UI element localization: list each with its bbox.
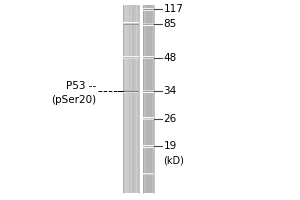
Bar [122, 5, 123, 193]
Bar [142, 118, 154, 119]
Text: 26: 26 [164, 114, 177, 124]
Bar [142, 145, 154, 146]
Bar [123, 5, 124, 193]
Bar [142, 174, 154, 175]
Bar [142, 119, 154, 120]
Bar [122, 22, 139, 23]
Bar [136, 5, 137, 193]
Bar [133, 5, 134, 193]
Bar [132, 5, 133, 193]
Bar [142, 92, 154, 93]
Bar [142, 58, 154, 59]
Bar [126, 5, 127, 193]
Bar [138, 5, 139, 193]
Bar [130, 5, 131, 193]
Bar [142, 23, 154, 24]
Bar [122, 90, 139, 91]
Bar [122, 23, 139, 24]
Text: 117: 117 [164, 4, 183, 14]
Bar [142, 56, 154, 57]
Bar [122, 56, 139, 57]
Text: 48: 48 [164, 53, 177, 63]
Text: (kD): (kD) [164, 155, 184, 165]
Bar [142, 90, 154, 91]
Bar [142, 10, 154, 11]
Bar [124, 5, 125, 193]
Bar [129, 5, 130, 193]
Text: 34: 34 [164, 86, 177, 96]
Bar [142, 25, 154, 26]
Bar [134, 5, 135, 193]
Bar [142, 91, 154, 92]
Bar [122, 57, 139, 58]
Text: 85: 85 [164, 19, 177, 29]
Bar [131, 5, 132, 193]
Text: P53 --: P53 -- [66, 81, 97, 91]
Bar [135, 5, 136, 193]
Bar [137, 5, 138, 193]
Bar [142, 57, 154, 58]
Text: 19: 19 [164, 141, 177, 151]
Bar [122, 24, 139, 25]
Bar [142, 173, 154, 174]
Bar [142, 117, 154, 118]
Bar [142, 9, 154, 10]
Bar [125, 5, 126, 193]
Bar [122, 92, 139, 93]
Bar [122, 91, 139, 92]
Bar [142, 147, 154, 148]
Bar [142, 146, 154, 147]
Bar [128, 5, 129, 193]
Bar [142, 24, 154, 25]
Bar [142, 8, 154, 9]
Text: (pSer20): (pSer20) [51, 95, 97, 105]
Bar [122, 58, 139, 59]
